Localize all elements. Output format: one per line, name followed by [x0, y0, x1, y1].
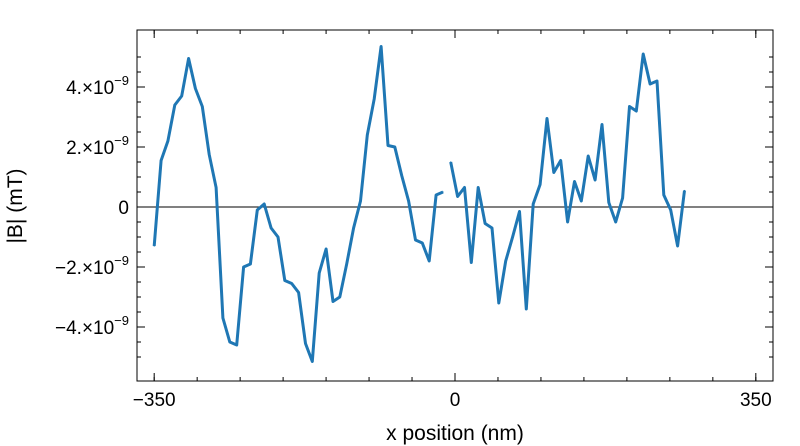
data-point [615, 221, 617, 223]
data-point [442, 191, 444, 193]
data-point [421, 242, 423, 244]
data-point [229, 341, 231, 343]
data-point [394, 146, 396, 148]
data-point [642, 53, 644, 55]
data-point [401, 174, 403, 177]
data-point [525, 308, 527, 310]
data-point [380, 45, 382, 48]
data-point [470, 261, 472, 264]
data-point [414, 239, 417, 241]
data-point [608, 201, 610, 204]
data-point [587, 155, 589, 157]
data-point [174, 104, 176, 106]
data-point [553, 171, 555, 174]
data-point [153, 245, 155, 247]
data-point [491, 227, 493, 229]
data-point [201, 105, 203, 108]
y-tick-label: −2.×10−9 [55, 253, 129, 279]
data-point [498, 302, 500, 304]
data-point [318, 272, 320, 274]
data-point [656, 80, 658, 82]
data-point [353, 227, 355, 229]
y-tick-label: −4.×10−9 [55, 313, 129, 339]
data-point [181, 95, 183, 97]
data-point [304, 342, 307, 345]
x-tick-label: 0 [450, 390, 461, 411]
x-tick-label: −350 [133, 390, 176, 411]
data-point [284, 279, 286, 282]
data-point [243, 266, 245, 268]
data-point [594, 179, 596, 181]
data-point [339, 296, 341, 298]
data-point [677, 245, 679, 247]
y-axis-title: |B| (mT) [4, 168, 27, 243]
data-point [649, 83, 651, 85]
data-point [291, 282, 293, 285]
data-point [683, 189, 686, 192]
data-point [450, 161, 452, 163]
data-point [505, 260, 507, 262]
data-point [208, 153, 210, 156]
data-series [152, 45, 686, 363]
data-point [511, 236, 514, 238]
y-tick-labels: 4.×10−9 2.×10−9 0 −2.×10−9 −4.×10−9 [55, 73, 129, 339]
data-point [373, 98, 375, 100]
data-point [539, 183, 541, 186]
x-tick-label: 350 [740, 390, 772, 411]
data-point [359, 200, 362, 202]
data-point [622, 197, 624, 199]
data-point [277, 236, 279, 238]
data-point [628, 105, 631, 108]
data-point [160, 159, 162, 162]
series-line-segment [152, 45, 444, 363]
y-tick-label: 2.×10−9 [66, 133, 129, 159]
data-point [311, 360, 313, 363]
data-point [601, 123, 603, 126]
data-point [463, 186, 466, 189]
data-point [518, 210, 521, 213]
data-point [270, 227, 272, 229]
data-point [222, 317, 224, 319]
data-point [663, 194, 665, 196]
data-point [325, 248, 327, 250]
data-point [477, 186, 479, 189]
y-tick-label: 0 [118, 198, 129, 219]
x-axis-title: x position (nm) [386, 422, 524, 445]
data-point [573, 180, 576, 183]
data-point [428, 260, 430, 262]
data-point [484, 222, 486, 225]
data-point [188, 57, 190, 60]
data-point [532, 203, 534, 205]
data-point [670, 209, 672, 211]
data-point [560, 159, 562, 162]
major-ticks [137, 30, 773, 381]
x-tick-labels: −350 0 350 [133, 390, 772, 411]
data-point [546, 117, 548, 120]
data-point [194, 87, 196, 90]
data-point [249, 263, 251, 265]
data-point [366, 134, 368, 136]
data-point [236, 344, 238, 346]
series-line-segment [449, 52, 686, 311]
y-tick-label: 4.×10−9 [66, 73, 129, 99]
data-point [298, 291, 300, 294]
plot-frame [136, 29, 774, 382]
data-point [457, 195, 459, 198]
data-point [263, 203, 265, 205]
data-point [435, 194, 437, 196]
data-point [635, 110, 637, 112]
data-point [567, 221, 569, 223]
data-point [346, 263, 348, 265]
data-point [580, 200, 582, 202]
data-point [215, 186, 217, 189]
data-point [167, 140, 169, 142]
minor-ticks [137, 30, 773, 381]
data-point [387, 144, 389, 147]
data-point [332, 300, 334, 303]
data-point [256, 209, 258, 211]
data-point [408, 200, 410, 202]
